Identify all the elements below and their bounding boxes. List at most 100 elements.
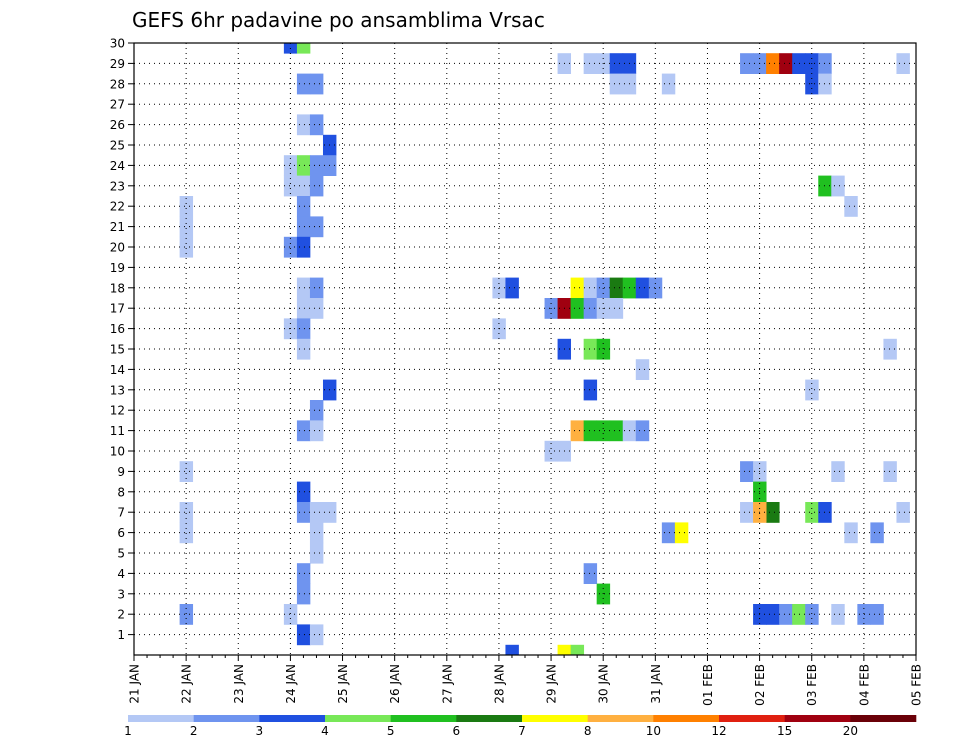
precip-cell bbox=[179, 502, 194, 523]
precip-cell bbox=[831, 461, 845, 482]
legend-label: 7 bbox=[518, 724, 526, 738]
precip-cell bbox=[505, 277, 519, 299]
precip-cell bbox=[283, 155, 298, 176]
precip-cell bbox=[296, 563, 311, 584]
x-tick-label: 21 JAN bbox=[128, 664, 142, 704]
x-tick-label: 25 JAN bbox=[336, 664, 350, 704]
precip-cell bbox=[596, 420, 611, 442]
precip-cell bbox=[179, 216, 194, 238]
y-tick-label: 19 bbox=[110, 261, 125, 275]
legend-label: 15 bbox=[777, 724, 792, 738]
precip-cell bbox=[309, 175, 324, 197]
legend-label: 6 bbox=[453, 724, 461, 738]
precip-cell bbox=[766, 604, 780, 625]
precip-cell bbox=[779, 53, 793, 74]
precipitation-cells bbox=[179, 43, 910, 656]
x-tick-label: 29 JAN bbox=[545, 664, 559, 704]
precip-cell bbox=[296, 155, 311, 176]
legend-swatch bbox=[522, 715, 588, 722]
legend-swatch bbox=[587, 715, 654, 722]
precip-cell bbox=[805, 379, 819, 401]
y-tick-label: 7 bbox=[117, 506, 125, 520]
precip-cell bbox=[296, 318, 311, 340]
legend-label: 8 bbox=[584, 724, 592, 738]
legend-label: 3 bbox=[256, 724, 264, 738]
precip-cell bbox=[296, 298, 311, 319]
y-tick-label: 15 bbox=[110, 343, 125, 357]
y-tick-label: 22 bbox=[110, 200, 125, 214]
precip-cell bbox=[505, 644, 519, 656]
y-tick-label: 12 bbox=[110, 404, 125, 418]
precip-cell bbox=[609, 53, 624, 74]
legend-swatch bbox=[259, 715, 326, 722]
precip-cell bbox=[570, 277, 585, 299]
x-tick-label: 30 JAN bbox=[597, 664, 611, 704]
precip-cell bbox=[309, 502, 324, 523]
precip-cell bbox=[296, 277, 311, 299]
precip-cell bbox=[544, 440, 558, 462]
precip-cell bbox=[583, 338, 598, 360]
y-tick-label: 6 bbox=[117, 526, 125, 540]
y-tick-label: 27 bbox=[110, 98, 125, 112]
y-tick-label: 3 bbox=[117, 587, 125, 601]
precip-cell bbox=[583, 420, 598, 442]
precip-cell bbox=[179, 196, 194, 217]
precip-cell bbox=[283, 236, 298, 258]
precip-cell bbox=[296, 420, 311, 442]
x-tick-label: 27 JAN bbox=[440, 664, 454, 704]
precip-cell bbox=[309, 277, 324, 299]
precip-cell bbox=[844, 522, 858, 544]
precip-cell bbox=[296, 236, 311, 258]
precip-cell bbox=[635, 359, 650, 380]
precip-cell bbox=[179, 604, 194, 625]
precip-cell bbox=[766, 502, 780, 523]
y-tick-label: 24 bbox=[110, 159, 125, 173]
precip-cell bbox=[557, 644, 572, 656]
legend-swatch bbox=[784, 715, 851, 722]
x-axis: 21 JAN 22 JAN 23 JAN 24 JAN 25 JAN 26 JAN 27 J… bbox=[128, 655, 924, 706]
legend-label: 12 bbox=[711, 724, 726, 738]
legend-swatch bbox=[719, 715, 785, 722]
precip-cell bbox=[570, 644, 585, 656]
precip-cell bbox=[805, 604, 819, 625]
y-tick-label: 29 bbox=[110, 57, 125, 71]
precip-cell bbox=[583, 379, 598, 401]
legend-label: 10 bbox=[646, 724, 661, 738]
precip-cell bbox=[792, 604, 806, 625]
precip-cell bbox=[309, 73, 324, 95]
legend-swatch bbox=[456, 715, 523, 722]
precip-cell bbox=[883, 338, 897, 360]
precip-cell bbox=[831, 604, 845, 625]
precip-cell bbox=[596, 338, 611, 360]
y-tick-label: 11 bbox=[110, 424, 125, 438]
precip-cell bbox=[740, 53, 754, 74]
precip-cell bbox=[674, 522, 689, 544]
x-tick-label: 24 JAN bbox=[284, 664, 298, 704]
y-tick-label: 18 bbox=[110, 281, 125, 295]
precip-cell bbox=[896, 53, 910, 74]
precip-cell bbox=[179, 522, 194, 544]
precip-cell bbox=[766, 53, 780, 74]
y-tick-label: 1 bbox=[117, 628, 125, 642]
precip-cell bbox=[609, 298, 624, 319]
precip-cell bbox=[179, 236, 194, 258]
y-tick-label: 17 bbox=[110, 302, 125, 316]
y-tick-label: 30 bbox=[110, 37, 125, 51]
precip-cell bbox=[740, 502, 754, 523]
precip-cell bbox=[296, 583, 311, 605]
precip-cell bbox=[583, 563, 598, 584]
precip-cell bbox=[805, 502, 819, 523]
y-tick-label: 4 bbox=[117, 567, 125, 581]
precip-cell bbox=[792, 53, 806, 74]
precip-cell bbox=[309, 522, 324, 544]
precip-cell bbox=[570, 298, 585, 319]
precip-cell bbox=[870, 604, 884, 625]
precip-cell bbox=[309, 624, 324, 646]
y-tick-label: 16 bbox=[110, 322, 125, 336]
precip-cell bbox=[309, 400, 324, 421]
legend-swatch bbox=[850, 715, 917, 722]
precip-cell bbox=[309, 216, 324, 238]
precip-cell bbox=[309, 420, 324, 442]
precip-cell bbox=[740, 461, 754, 482]
precip-cell bbox=[309, 298, 324, 319]
